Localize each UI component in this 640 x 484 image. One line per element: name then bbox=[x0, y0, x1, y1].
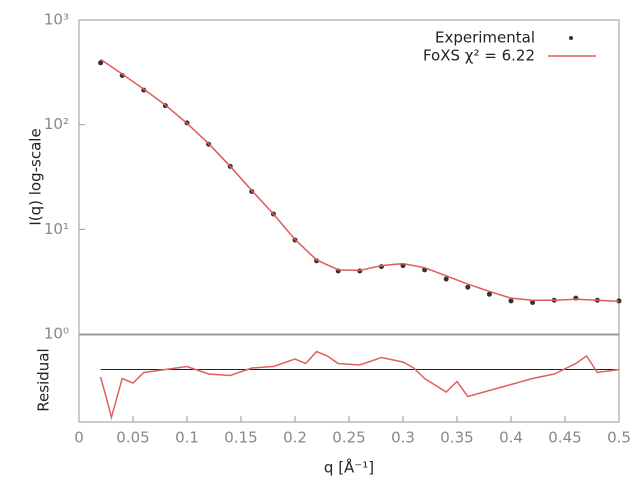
x-tick-label: 0 bbox=[74, 429, 84, 447]
x-tick-label: 0.2 bbox=[283, 429, 307, 447]
x-tick-label: 0.45 bbox=[548, 429, 581, 447]
data-point bbox=[443, 276, 449, 282]
x-tick-label: 0.4 bbox=[499, 429, 523, 447]
residual-line bbox=[99, 350, 620, 421]
x-axis-label: q [Å⁻¹] bbox=[324, 458, 374, 477]
x-tick-label: 0.25 bbox=[332, 429, 365, 447]
y-axis-label: Residual bbox=[35, 348, 53, 411]
y-tick-label: 10⁰ bbox=[44, 325, 69, 343]
x-tick-label: 0.3 bbox=[391, 429, 415, 447]
data-point bbox=[508, 298, 514, 304]
legend-label: Experimental bbox=[435, 29, 535, 47]
y-tick-label: 10² bbox=[44, 115, 69, 133]
x-tick-label: 0.05 bbox=[116, 429, 149, 447]
legend-label: FoXS χ² = 6.22 bbox=[423, 47, 535, 65]
y-tick-label: 10³ bbox=[44, 11, 69, 29]
data-point bbox=[530, 299, 536, 305]
x-tick-label: 0.35 bbox=[440, 429, 473, 447]
y-tick-label: 10¹ bbox=[44, 220, 69, 238]
x-tick-label: 0.15 bbox=[224, 429, 257, 447]
data-point bbox=[465, 284, 471, 290]
x-tick-label: 0.5 bbox=[607, 429, 631, 447]
x-tick-label: 0.1 bbox=[175, 429, 199, 447]
data-point bbox=[486, 291, 492, 297]
fit-line bbox=[100, 58, 620, 303]
plot-frame bbox=[78, 334, 620, 423]
legend-marker bbox=[569, 36, 573, 40]
plot-frame bbox=[78, 19, 620, 335]
data-point bbox=[98, 60, 104, 66]
y-axis-label: I(q) log-scale bbox=[27, 128, 45, 225]
